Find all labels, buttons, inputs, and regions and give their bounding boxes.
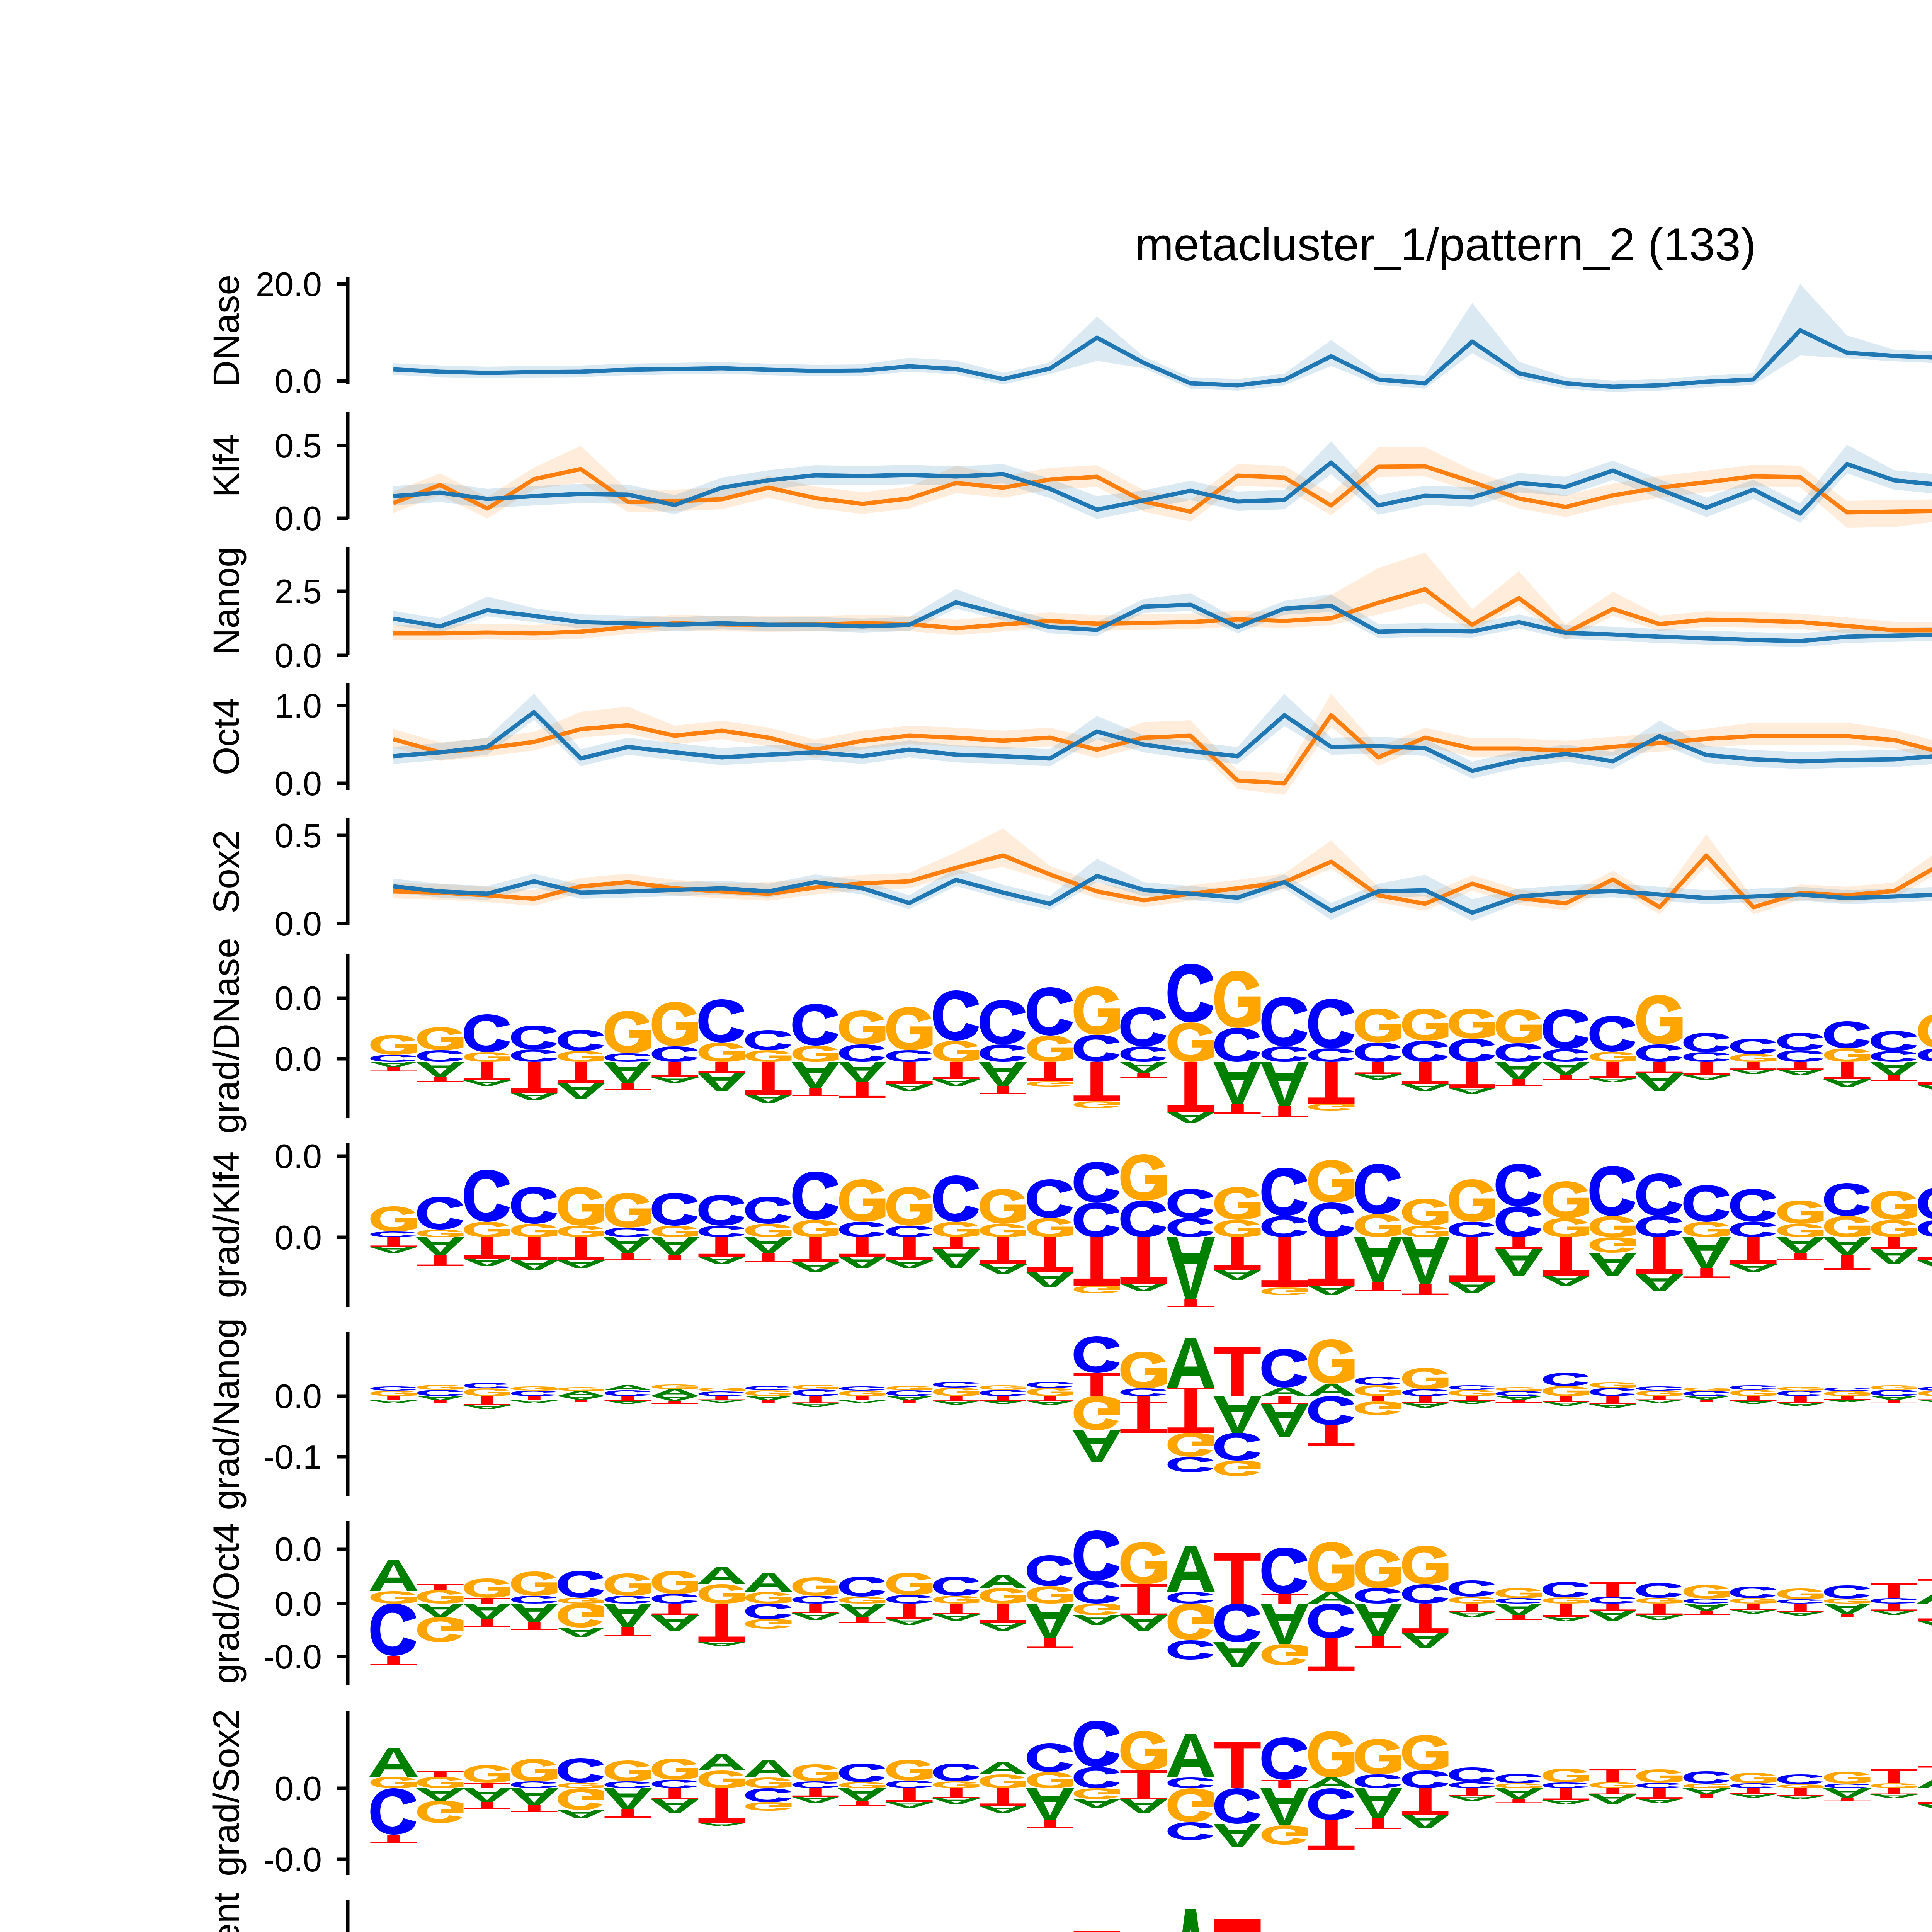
svg-text:Nanog: Nanog — [206, 547, 247, 655]
svg-text:2.5: 2.5 — [275, 572, 322, 611]
svg-text:Inf. content: Inf. content — [206, 1893, 247, 1932]
svg-text:0.0: 0.0 — [275, 499, 322, 537]
svg-text:1.0: 1.0 — [275, 687, 322, 725]
svg-text:grad/DNase: grad/DNase — [206, 938, 247, 1134]
svg-text:0.0: 0.0 — [275, 979, 322, 1017]
svg-text:-0.0: -0.0 — [263, 1840, 322, 1879]
svg-text:Oct4: Oct4 — [206, 698, 247, 776]
svg-text:0.0: 0.0 — [275, 1769, 322, 1808]
svg-text:0.0: 0.0 — [275, 1137, 322, 1175]
svg-text:-0.1: -0.1 — [263, 1438, 322, 1476]
svg-text:0.0: 0.0 — [275, 905, 322, 943]
svg-text:grad/Nanog: grad/Nanog — [206, 1318, 247, 1510]
svg-text:0.0: 0.0 — [275, 1585, 322, 1623]
svg-text:0.0: 0.0 — [275, 362, 322, 400]
svg-text:0.5: 0.5 — [275, 427, 322, 465]
svg-text:0.0: 0.0 — [275, 1530, 322, 1568]
svg-text:grad/Oct4: grad/Oct4 — [206, 1523, 247, 1684]
svg-text:0.0: 0.0 — [275, 1040, 322, 1078]
svg-text:0.0: 0.0 — [275, 1218, 322, 1257]
svg-text:grad/Sox2: grad/Sox2 — [206, 1709, 247, 1876]
svg-text:-0.0: -0.0 — [263, 1638, 322, 1676]
svg-text:grad/Klf4: grad/Klf4 — [206, 1151, 247, 1298]
svg-text:0.0: 0.0 — [275, 636, 322, 675]
svg-text:Sox2: Sox2 — [206, 830, 247, 914]
svg-text:20.0: 20.0 — [256, 265, 322, 303]
svg-text:DNase: DNase — [206, 275, 247, 387]
svg-text:0.5: 0.5 — [275, 816, 322, 855]
svg-text:0.0: 0.0 — [275, 1377, 322, 1415]
svg-text:Klf4: Klf4 — [206, 434, 247, 497]
svg-text:0.0: 0.0 — [275, 764, 322, 803]
svg-text:metacluster_1/pattern_2 (133): metacluster_1/pattern_2 (133) — [1135, 219, 1756, 270]
